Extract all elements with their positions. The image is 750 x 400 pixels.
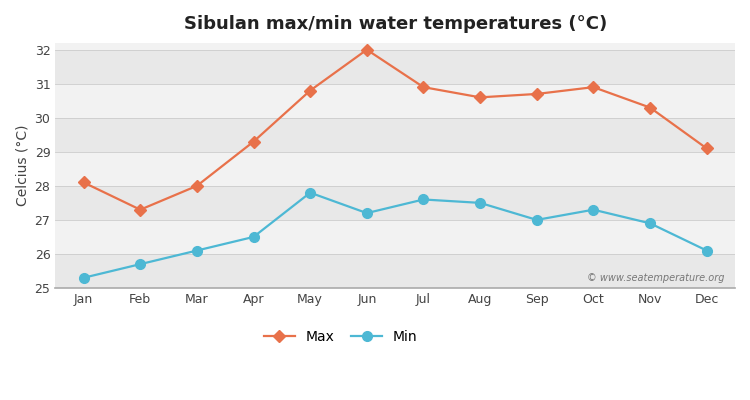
Max bbox=[532, 92, 542, 96]
Bar bbox=[56, 254, 735, 288]
Max bbox=[249, 139, 258, 144]
Bar bbox=[56, 186, 735, 220]
Max bbox=[589, 85, 598, 90]
Bar bbox=[56, 118, 735, 152]
Max bbox=[419, 85, 428, 90]
Bar bbox=[56, 50, 735, 84]
Max bbox=[136, 207, 145, 212]
Legend: Max, Min: Max, Min bbox=[259, 324, 423, 350]
Max bbox=[79, 180, 88, 185]
Bar bbox=[56, 220, 735, 254]
Min bbox=[646, 221, 655, 226]
Max bbox=[306, 88, 315, 93]
Line: Max: Max bbox=[80, 46, 711, 214]
Y-axis label: Celcius (°C): Celcius (°C) bbox=[15, 125, 29, 206]
Min bbox=[306, 190, 315, 195]
Text: © www.seatemperature.org: © www.seatemperature.org bbox=[587, 273, 724, 283]
Min bbox=[193, 248, 202, 253]
Title: Sibulan max/min water temperatures (°C): Sibulan max/min water temperatures (°C) bbox=[184, 15, 607, 33]
Min bbox=[79, 275, 88, 280]
Min bbox=[136, 262, 145, 266]
Max bbox=[476, 95, 484, 100]
Min bbox=[702, 248, 711, 253]
Bar bbox=[56, 152, 735, 186]
Min bbox=[419, 197, 428, 202]
Max bbox=[362, 47, 371, 52]
Min bbox=[589, 207, 598, 212]
Max bbox=[646, 105, 655, 110]
Line: Min: Min bbox=[79, 188, 712, 283]
Bar bbox=[56, 84, 735, 118]
Max bbox=[193, 184, 202, 188]
Min bbox=[476, 200, 484, 205]
Min bbox=[532, 218, 542, 222]
Max bbox=[702, 146, 711, 151]
Min bbox=[362, 211, 371, 216]
Min bbox=[249, 234, 258, 239]
